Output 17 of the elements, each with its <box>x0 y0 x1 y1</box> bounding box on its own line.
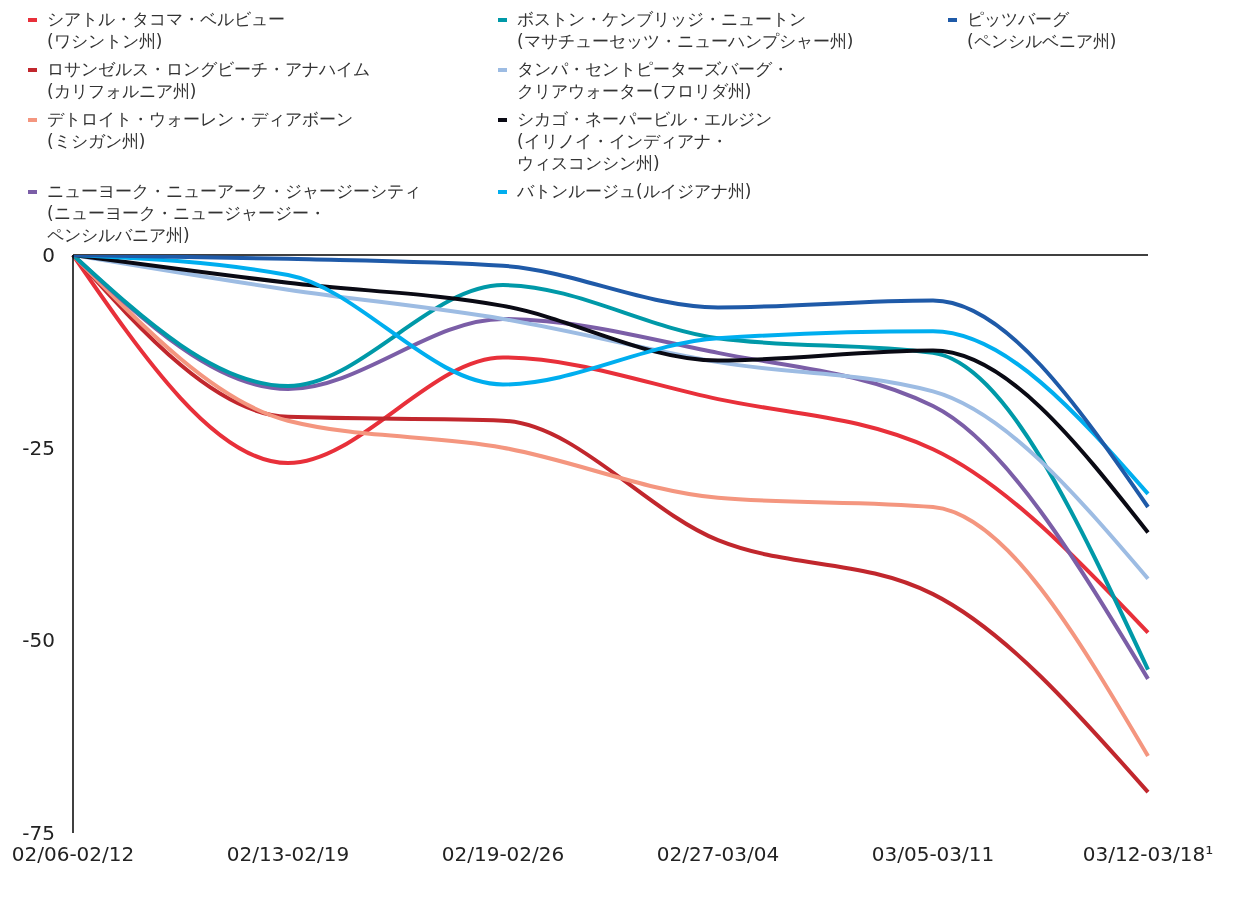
x-tick-label: 03/12-03/18¹ <box>1082 842 1214 867</box>
legend-label: ロサンゼルス・ロングビーチ・アナハイム (カリフォルニア州) <box>47 58 370 102</box>
y-tick-label: -50 <box>22 628 55 653</box>
legend-label: ボストン・ケンブリッジ・ニュートン (マサチューセッツ・ニューハンプシャー州) <box>517 8 854 52</box>
legend-label: ピッツバーグ (ペンシルベニア州) <box>967 8 1117 52</box>
legend-label: バトンルージュ(ルイジアナ州) <box>517 180 752 202</box>
x-tick-label: 02/19-02/26 <box>441 842 565 867</box>
x-tick-label: 02/13-02/19 <box>226 842 350 867</box>
legend-label: シアトル・タコマ・ベルビュー (ワシントン州) <box>47 8 285 52</box>
y-tick-label: 0 <box>42 243 55 268</box>
x-tick-label: 02/27-03/04 <box>656 842 780 867</box>
legend-label: ニューヨーク・ニューアーク・ジャージーシティ (ニューヨーク・ニュージャージー・ペンシルバニア州) <box>47 180 422 246</box>
y-tick-label: -25 <box>22 435 55 460</box>
legend-label: シカゴ・ネーパービル・エルジン (イリノイ・インディアナ・ウィスコンシン州) <box>517 108 773 174</box>
legend-label: デトロイト・ウォーレン・ディアボーン (ミシガン州) <box>47 108 353 152</box>
x-tick-label: 03/05-03/11 <box>871 842 995 867</box>
legend-label: タンパ・セントピーターズバーグ・クリアウォーター(フロリダ州) <box>517 58 790 102</box>
